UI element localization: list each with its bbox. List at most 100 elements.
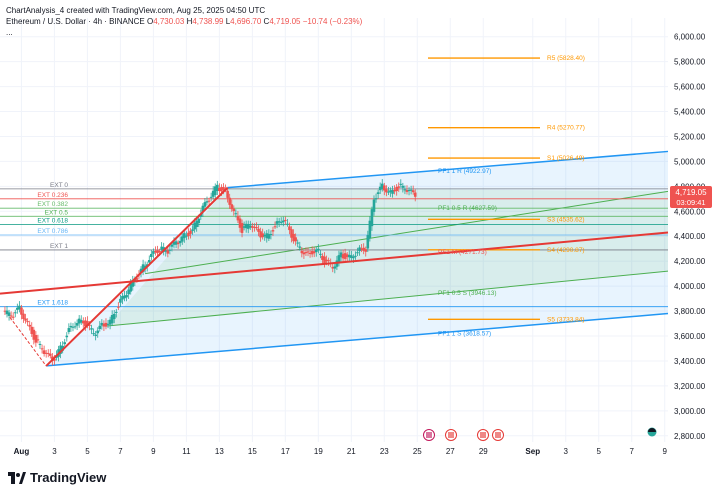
event-flag-mark <box>448 432 454 438</box>
time-tick-label: 5 <box>85 447 90 456</box>
channel-inner-upper-line <box>145 190 669 275</box>
candle-body <box>401 185 405 188</box>
candle-body <box>216 184 219 192</box>
tradingview-brand[interactable]: TradingView <box>8 470 106 485</box>
candle-body <box>104 322 108 327</box>
candle-body <box>106 323 110 325</box>
last-price-value: 4,719.05 <box>675 188 707 197</box>
candle-body <box>183 233 186 239</box>
candle-body <box>112 313 116 320</box>
time-tick-label: Aug <box>14 447 30 456</box>
candle-body <box>294 237 297 242</box>
candle-body <box>71 326 75 328</box>
candle-body <box>267 233 271 239</box>
candle-body <box>22 313 25 320</box>
candle-body <box>409 189 413 191</box>
candle-body <box>358 247 361 252</box>
candle-body <box>312 251 316 254</box>
candle-body <box>265 233 269 239</box>
candle-body <box>49 353 52 356</box>
candle-body <box>133 279 137 282</box>
time-tick-label: 7 <box>629 447 634 456</box>
time-axis: Aug 3 5 7 9 11 13 15 17 19 21 23 25 27 29 Sep 3 5 7 9 <box>14 447 668 456</box>
candle-body <box>185 235 188 237</box>
candle-body <box>131 280 135 287</box>
candle-body <box>203 202 207 207</box>
candle-body <box>281 220 285 223</box>
tradingview-logo-icon <box>8 471 26 484</box>
candle-body <box>327 260 330 262</box>
candle-body <box>197 218 201 224</box>
candle-body <box>271 230 275 232</box>
time-tick-label: 5 <box>596 447 601 456</box>
candle-body <box>7 312 11 316</box>
candle-body <box>156 250 159 254</box>
price-tick-label: 4,400.00 <box>674 232 706 241</box>
time-tick-label: 13 <box>215 447 224 456</box>
candle-body <box>356 252 359 254</box>
candle-body <box>189 230 192 234</box>
candle-body <box>246 224 250 229</box>
candle-body <box>286 223 289 225</box>
candle-body <box>164 250 168 252</box>
candle-body <box>172 241 176 245</box>
pivot-label: S1 (5026.49) <box>547 155 585 162</box>
level-label: EXT 0.786 <box>37 228 68 235</box>
candle-body <box>79 319 83 323</box>
candle-body <box>290 229 293 238</box>
candle-body <box>191 229 194 231</box>
candle-body <box>102 323 106 327</box>
candle-body <box>228 197 231 205</box>
time-tick-label: 3 <box>564 447 569 456</box>
candle-body <box>347 254 351 258</box>
candle-body <box>34 335 38 343</box>
candle-body <box>226 190 229 198</box>
candle-body <box>143 265 147 269</box>
candle-body <box>236 215 240 221</box>
candle-body <box>383 185 386 191</box>
price-tick-label: 3,000.00 <box>674 407 706 416</box>
candle-body <box>94 334 97 336</box>
time-tick-label: 7 <box>118 447 123 456</box>
level-label: EXT 1.618 <box>37 300 68 307</box>
candle-body <box>199 214 203 217</box>
candle-body <box>314 249 318 252</box>
price-tick-label: 4,600.00 <box>674 207 706 216</box>
candle-body <box>304 252 308 254</box>
candle-body <box>331 267 335 269</box>
close-label: C <box>263 17 270 26</box>
candle-body <box>168 249 172 251</box>
event-flag-mark <box>426 432 432 438</box>
candle-body <box>195 220 198 228</box>
candle-body <box>232 208 236 212</box>
price-tick-label: 5,000.00 <box>674 157 706 166</box>
candle-body <box>11 316 15 318</box>
price-tick-label: 5,400.00 <box>674 108 706 117</box>
channel-fill <box>46 151 668 366</box>
candle-body <box>339 252 343 258</box>
level-label: EXT 1 <box>50 243 68 250</box>
channel-inner-lower-line <box>107 270 669 327</box>
price-tick-label: 2,800.00 <box>674 432 706 441</box>
candle-body <box>378 186 382 191</box>
candle-body <box>170 244 174 247</box>
candle-body <box>110 315 114 324</box>
time-tick-label: 11 <box>182 447 191 456</box>
candle-body <box>38 343 42 345</box>
symbol-name[interactable]: Ethereum / U.S. Dollar · 4h · BINANCE <box>6 17 145 26</box>
candle-body <box>180 236 184 242</box>
candle-body <box>403 189 407 191</box>
candle-body <box>405 190 409 192</box>
pivot-label: S3 (4535.62) <box>547 216 585 223</box>
collapse-icon[interactable] <box>647 427 657 437</box>
candle-body <box>63 342 67 345</box>
open-value: 4,730.03 <box>153 17 185 26</box>
pitchfork-label: PF1 1 S (3618.57) <box>438 331 491 338</box>
candle-body <box>69 325 73 328</box>
candle-body <box>154 250 157 253</box>
candle-body <box>139 268 143 273</box>
candle-body <box>123 295 126 299</box>
candle-body <box>108 319 112 325</box>
more-indicators[interactable]: ... <box>6 28 13 37</box>
